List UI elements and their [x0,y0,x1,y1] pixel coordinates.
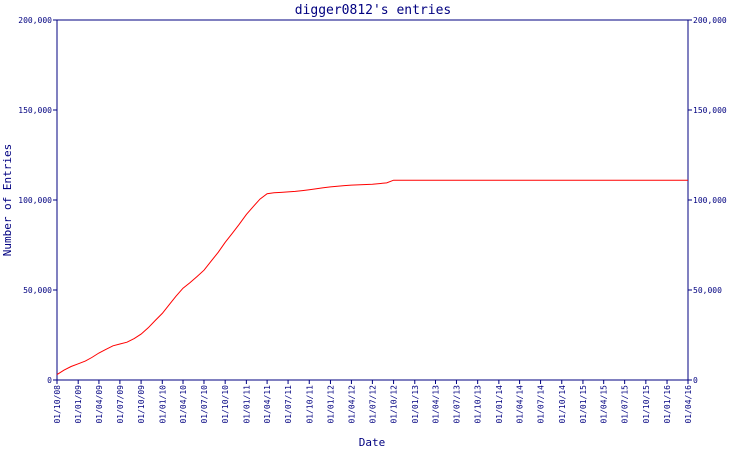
x-tick-label: 01/01/16 [663,385,672,424]
y-tick-label-left: 50,000 [23,286,52,295]
x-axis: 01/10/08 01/01/09 01/04/09 01/07/09 01/10/09… [53,380,693,424]
x-tick-label: 01/07/09 [116,385,125,424]
plot-frame [56,19,689,381]
y-tick-label-right: 50,000 [693,286,722,295]
x-axis-label: Date [359,436,386,449]
x-tick-label: 01/07/11 [284,385,293,424]
x-tick-label: 01/01/09 [74,385,83,424]
y-axis-right: 0 50,000 100,000 150,000 200,000 [688,16,727,385]
y-tick-label-left: 0 [47,376,52,385]
y-tick-label-right: 100,000 [693,196,727,205]
x-tick-label: 01/01/15 [579,385,588,424]
x-tick-label: 01/10/09 [137,385,146,424]
x-tick-label: 01/10/08 [53,385,62,424]
x-tick-label: 01/07/14 [537,385,546,424]
x-tick-label: 01/07/10 [200,385,209,424]
x-tick-label: 01/10/11 [305,385,314,424]
y-tick-label-right: 200,000 [693,16,727,25]
x-tick-label: 01/04/16 [684,385,693,424]
x-tick-label: 01/10/12 [390,385,399,424]
y-tick-label-right: 0 [693,376,698,385]
y-tick-label-left: 150,000 [18,106,52,115]
y-axis-left: 0 50,000 100,000 150,000 200,000 [18,16,57,385]
x-tick-label: 01/01/13 [411,385,420,424]
chart-title: digger0812's entries [295,3,452,18]
y-axis-label: Number of Entries [1,144,14,257]
y-tick-label-right: 150,000 [693,106,727,115]
x-tick-label: 01/10/14 [558,385,567,424]
x-tick-label: 01/01/12 [326,385,335,424]
x-tick-label: 01/10/15 [642,385,651,424]
y-tick-label-left: 200,000 [18,16,52,25]
x-tick-label: 01/04/12 [347,385,356,424]
x-tick-label: 01/04/09 [95,385,104,424]
x-tick-label: 01/10/13 [474,385,483,424]
x-tick-label: 01/10/10 [221,385,230,424]
x-tick-label: 01/04/14 [516,385,525,424]
series-line [56,179,688,376]
x-tick-label: 01/07/15 [621,385,630,424]
x-tick-label: 01/01/11 [242,385,251,424]
x-tick-label: 01/04/15 [600,385,609,424]
x-tick-label: 01/01/10 [158,385,167,424]
x-tick-label: 01/01/14 [495,385,504,424]
x-tick-label: 01/07/13 [452,385,461,424]
x-tick-label: 01/04/13 [432,385,441,424]
x-tick-label: 01/04/11 [263,385,272,424]
y-tick-label-left: 100,000 [18,196,52,205]
x-tick-label: 01/07/12 [368,385,377,424]
x-tick-label: 01/04/10 [179,385,188,424]
